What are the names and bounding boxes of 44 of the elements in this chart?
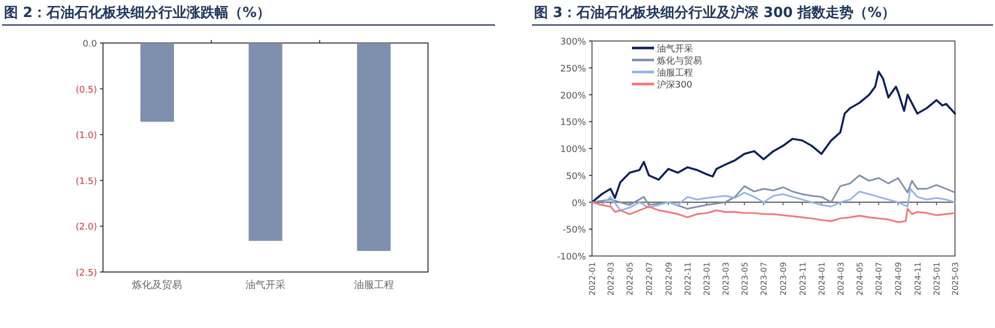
legend-label: 油气开采 <box>657 44 693 54</box>
x-tick-label: 2025-03 <box>951 262 960 296</box>
x-tick-label: 2024-07 <box>874 262 884 296</box>
legend-label: 沪深300 <box>657 80 692 90</box>
x-tick-label: 2023-03 <box>721 262 730 296</box>
y-tick-label: 100% <box>560 145 586 155</box>
y-tick-label: 250% <box>560 64 586 74</box>
x-tick-label: 2023-01 <box>702 262 712 296</box>
y-tick-label: 200% <box>560 91 586 102</box>
x-tick-label: 2023-07 <box>760 262 769 296</box>
x-tick-label: 2022-11 <box>684 262 693 296</box>
y-tick-label: 50% <box>566 172 586 182</box>
chart-title: 图 2：石油石化板块细分行业涨跌幅（%） <box>4 5 271 21</box>
x-tick-label: 油服工程 <box>354 279 394 291</box>
x-tick-label: 2023-09 <box>779 262 788 296</box>
y-tick-label: (0.5) <box>76 85 97 96</box>
x-tick-label: 2024-05 <box>855 262 864 296</box>
y-tick-label: (1.5) <box>76 176 97 187</box>
y-tick-label: -100% <box>557 252 586 262</box>
x-tick-label: 2024-01 <box>817 262 826 296</box>
x-tick-label: 2022-01 <box>588 262 597 296</box>
y-tick-label: 0% <box>572 198 586 209</box>
x-tick-label: 2024-09 <box>894 262 904 296</box>
y-tick-label: (2.0) <box>76 222 97 233</box>
x-tick-label: 2022-09 <box>664 262 674 296</box>
x-tick-label: 2023-05 <box>740 262 750 296</box>
y-tick-label: 150% <box>560 118 586 128</box>
x-tick-label: 2024-11 <box>913 262 922 296</box>
x-tick-label: 2022-03 <box>606 262 616 296</box>
legend-label: 油服工程 <box>657 68 693 78</box>
legend-label: 炼化与贸易 <box>657 56 702 66</box>
x-tick-label: 炼化及贸易 <box>132 279 182 291</box>
x-tick-label: 2023-11 <box>798 262 808 296</box>
x-tick-label: 2022-07 <box>644 262 654 296</box>
chart-title: 图 3：石油石化板块细分行业及沪深 300 指数走势（%） <box>534 4 896 21</box>
y-tick-label: -50% <box>562 226 586 236</box>
y-tick-label: 0.0 <box>82 40 98 50</box>
y-tick-label: (1.0) <box>76 131 97 142</box>
x-tick-label: 2025-01 <box>932 262 942 296</box>
x-tick-label: 2022-05 <box>626 262 635 296</box>
y-tick-label: 300% <box>560 38 586 48</box>
x-tick-label: 2024-03 <box>836 262 846 296</box>
y-tick-label: (2.5) <box>76 268 97 278</box>
x-tick-label: 油气开采 <box>246 279 286 291</box>
